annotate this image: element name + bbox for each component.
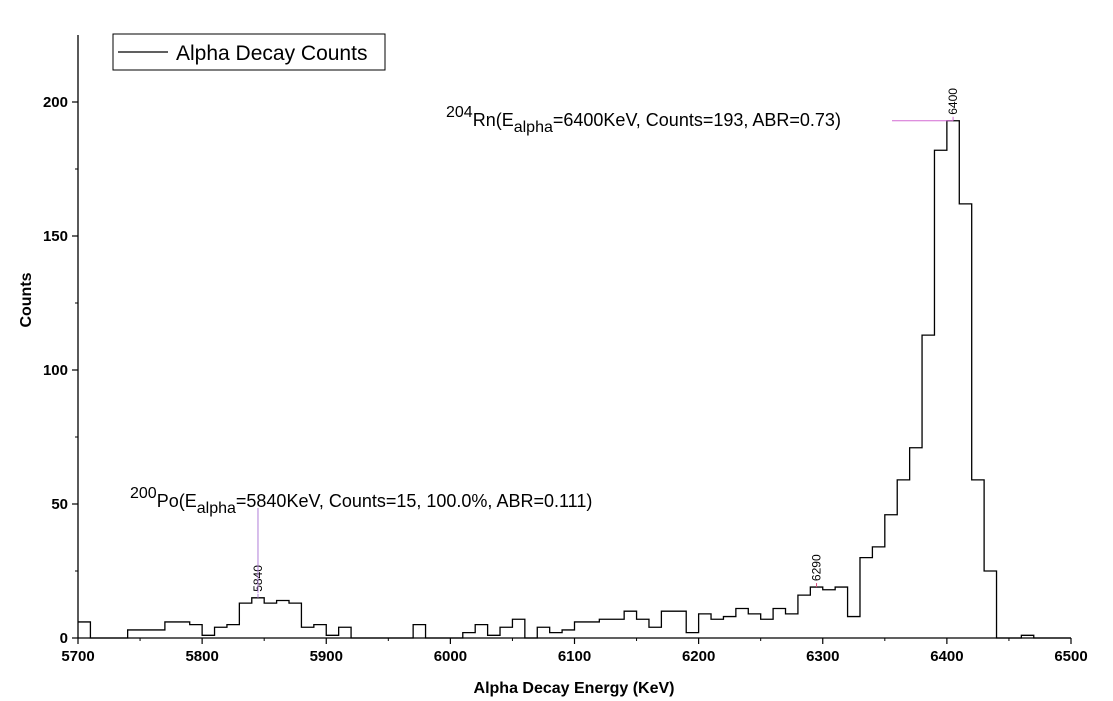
histogram-bin (649, 627, 661, 638)
annotation-rest-text: =5840KeV, Counts=15, 100.0%, ABR=0.111) (236, 491, 592, 511)
peak-label-p6290: 6290 (810, 554, 824, 581)
y-tick-label: 200 (43, 94, 68, 111)
x-tick-label: 6400 (930, 648, 963, 665)
histogram-bin (500, 627, 512, 638)
histogram-bin (301, 627, 313, 638)
annotation-sub-text: alpha (514, 119, 553, 136)
x-tick-label: 5700 (61, 648, 94, 665)
histogram-bin (289, 603, 301, 638)
annotation-label-rn: 204Rn(Ealpha=6400KeV, Counts=193, ABR=0.… (446, 104, 841, 136)
x-tick-label: 6100 (558, 648, 591, 665)
histogram-bin (773, 609, 785, 638)
histogram-bin (637, 619, 649, 638)
histogram-bin (872, 547, 884, 638)
histogram-bin (227, 625, 239, 638)
histogram-bin (723, 617, 735, 638)
histogram-bin (934, 150, 946, 638)
histogram-bin (550, 633, 562, 638)
histogram-bin (475, 625, 487, 638)
x-tick-label: 6200 (682, 648, 715, 665)
annotation-main-text: Po(E (157, 491, 197, 511)
histogram-bin (947, 121, 959, 638)
histogram-bin (959, 204, 971, 638)
histogram-bin (128, 630, 140, 638)
peak-label-rn: 6400 (946, 88, 960, 115)
histogram-bin (277, 600, 289, 638)
histogram-bin (314, 625, 326, 638)
histogram-bin (190, 625, 202, 638)
histogram-bin (711, 619, 723, 638)
histogram-bin (140, 630, 152, 638)
histogram-bin (215, 627, 227, 638)
histogram-bin (264, 603, 276, 638)
annotation-sup-text: 204 (446, 104, 473, 121)
axes (77, 35, 1071, 639)
histogram-bin (922, 335, 934, 638)
histogram-bin (897, 480, 909, 638)
histogram-bin (810, 587, 822, 638)
histogram-bin (748, 614, 760, 638)
histogram-bin (612, 619, 624, 638)
y-tick-label: 0 (60, 630, 68, 647)
histogram-bin (177, 622, 189, 638)
annotation-sup-text: 200 (130, 485, 157, 502)
histogram-bin (252, 598, 264, 638)
histogram-bin (860, 558, 872, 638)
histogram-bin (624, 611, 636, 638)
histogram-bin (512, 619, 524, 638)
histogram-bin (78, 622, 90, 638)
x-tick-label: 5900 (310, 648, 343, 665)
histogram-bin (463, 633, 475, 638)
legend-label: Alpha Decay Counts (176, 42, 367, 65)
legend: Alpha Decay Counts (112, 33, 386, 71)
histogram-bin (686, 633, 698, 638)
histogram-bin (835, 587, 847, 638)
y-axis-title: Counts (18, 272, 35, 327)
histogram-bin (661, 611, 673, 638)
annotation-sub-text: alpha (197, 500, 236, 517)
histogram-bin (972, 480, 984, 638)
x-tick-label: 6300 (806, 648, 839, 665)
histogram-bin (885, 515, 897, 638)
y-tick-label: 100 (43, 362, 68, 379)
y-tick-label: 50 (51, 496, 68, 513)
series-alpha-decay-counts (78, 120, 1071, 639)
histogram-bin (786, 614, 798, 638)
histogram-bin (699, 614, 711, 638)
y-tick-label: 150 (43, 228, 68, 245)
legend-box (112, 33, 386, 71)
tick-layer: 5700 5800 5900 6000 6100 6200 6300 6400 6500 0 50 1… (43, 94, 1088, 665)
histogram-bin (575, 622, 587, 638)
histogram-bin (587, 622, 599, 638)
plot-area (78, 120, 1071, 639)
x-axis-title: Alpha Decay Energy (KeV) (474, 680, 675, 697)
histogram-bin (674, 611, 686, 638)
histogram-bin (823, 590, 835, 638)
histogram-bin (339, 627, 351, 638)
annotation-label-po: 200Po(Ealpha=5840KeV, Counts=15, 100.0%,… (130, 485, 592, 517)
histogram-bin (848, 617, 860, 638)
histogram-bin (562, 630, 574, 638)
annotation-main-text: Rn(E (473, 110, 514, 130)
histogram-bin (152, 630, 164, 638)
x-tick-label: 6000 (434, 648, 467, 665)
histogram-bin (984, 571, 996, 638)
histogram-bin (413, 625, 425, 638)
histogram-bin (165, 622, 177, 638)
histogram-bin (239, 603, 251, 638)
histogram-bin (736, 609, 748, 638)
histogram-bin (798, 595, 810, 638)
x-tick-label: 6500 (1054, 648, 1087, 665)
histogram-bin (599, 619, 611, 638)
histogram-bin (761, 619, 773, 638)
histogram-bin (537, 627, 549, 638)
annotation-rest-text: =6400KeV, Counts=193, ABR=0.73) (553, 110, 841, 130)
histogram-bin (910, 448, 922, 638)
x-tick-label: 5800 (185, 648, 218, 665)
